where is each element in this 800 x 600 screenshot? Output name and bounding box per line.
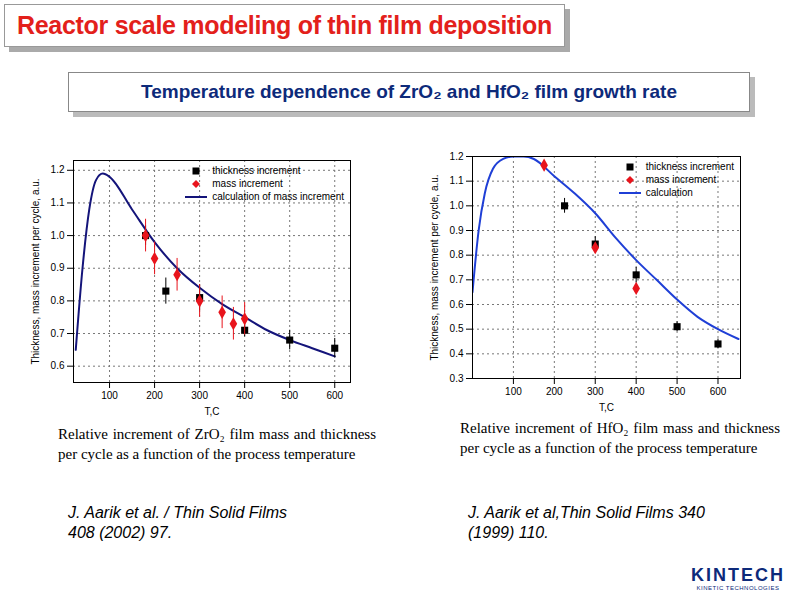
svg-text:300: 300: [191, 390, 208, 401]
svg-text:0.6: 0.6: [450, 299, 464, 310]
svg-text:100: 100: [101, 390, 118, 401]
html-text:thickness increment: thickness increment: [645, 161, 734, 172]
svg-text:T,C: T,C: [599, 402, 614, 413]
svg-text:1.0: 1.0: [51, 230, 65, 241]
svg-text:0.7: 0.7: [450, 274, 464, 285]
svg-text:1.2: 1.2: [51, 164, 65, 175]
html-text:KINETIC TECHNOLOGIES: KINETIC TECHNOLOGIES: [696, 585, 780, 591]
svg-text:T,C: T,C: [205, 406, 220, 417]
svg-text:0.8: 0.8: [51, 295, 65, 306]
html-text:KINTECH: KINTECH: [691, 565, 785, 585]
svg-text:0.6: 0.6: [51, 360, 65, 371]
svg-text:Thickness, mass increment per: Thickness, mass increment per cycle, a.u…: [30, 178, 41, 364]
svg-text:1.1: 1.1: [51, 197, 65, 208]
svg-text:600: 600: [326, 390, 343, 401]
svg-text:400: 400: [628, 386, 645, 397]
html-text:J. Aarik et al,Thin Solid Film: J. Aarik et al,Thin Solid Films 340 (199…: [468, 504, 705, 541]
svg-text:0.3: 0.3: [450, 373, 464, 384]
svg-text:300: 300: [587, 386, 604, 397]
svg-text:400: 400: [236, 390, 253, 401]
html-text:mass increment: mass increment: [645, 174, 717, 185]
html-text:Relative increment of ZrO₂ fil: Relative increment of ZrO₂ film mass and…: [58, 426, 376, 462]
svg-text:500: 500: [281, 390, 298, 401]
html-text:Reactor scale modeling of thin: Reactor scale modeling of thin film depo…: [17, 11, 552, 39]
svg-text:0.5: 0.5: [450, 323, 464, 334]
html-text:Temperature dependence of ZrO₂: Temperature dependence of ZrO₂ and HfO₂ …: [141, 81, 677, 102]
svg-text:500: 500: [669, 386, 686, 397]
html-text:calculation: calculation: [645, 187, 693, 198]
svg-text:200: 200: [546, 386, 563, 397]
svg-text:0.9: 0.9: [450, 225, 464, 236]
svg-text:0.9: 0.9: [51, 262, 65, 273]
html-text:mass increment: mass increment: [212, 178, 283, 189]
html-text:calculation of mass increment: calculation of mass increment: [212, 191, 344, 202]
svg-text:0.7: 0.7: [51, 328, 65, 339]
svg-text:0.4: 0.4: [450, 348, 464, 359]
html-text:Relative increment of HfO₂ fil: Relative increment of HfO₂ film mass and…: [460, 420, 780, 456]
svg-text:200: 200: [146, 390, 163, 401]
svg-text:Thickness, mass increment per: Thickness, mass increment per cycle, a.u…: [429, 174, 440, 360]
svg-text:100: 100: [505, 386, 522, 397]
svg-text:1.0: 1.0: [450, 200, 464, 211]
svg-text:1.2: 1.2: [450, 151, 464, 162]
svg-text:1.1: 1.1: [450, 175, 464, 186]
html-text:J. Aarik et al. / Thin Solid F: J. Aarik et al. / Thin Solid Films 408 (…: [68, 504, 287, 541]
html-text:thickness increment: thickness increment: [212, 165, 301, 176]
svg-text:0.8: 0.8: [450, 249, 464, 260]
svg-text:600: 600: [710, 386, 727, 397]
